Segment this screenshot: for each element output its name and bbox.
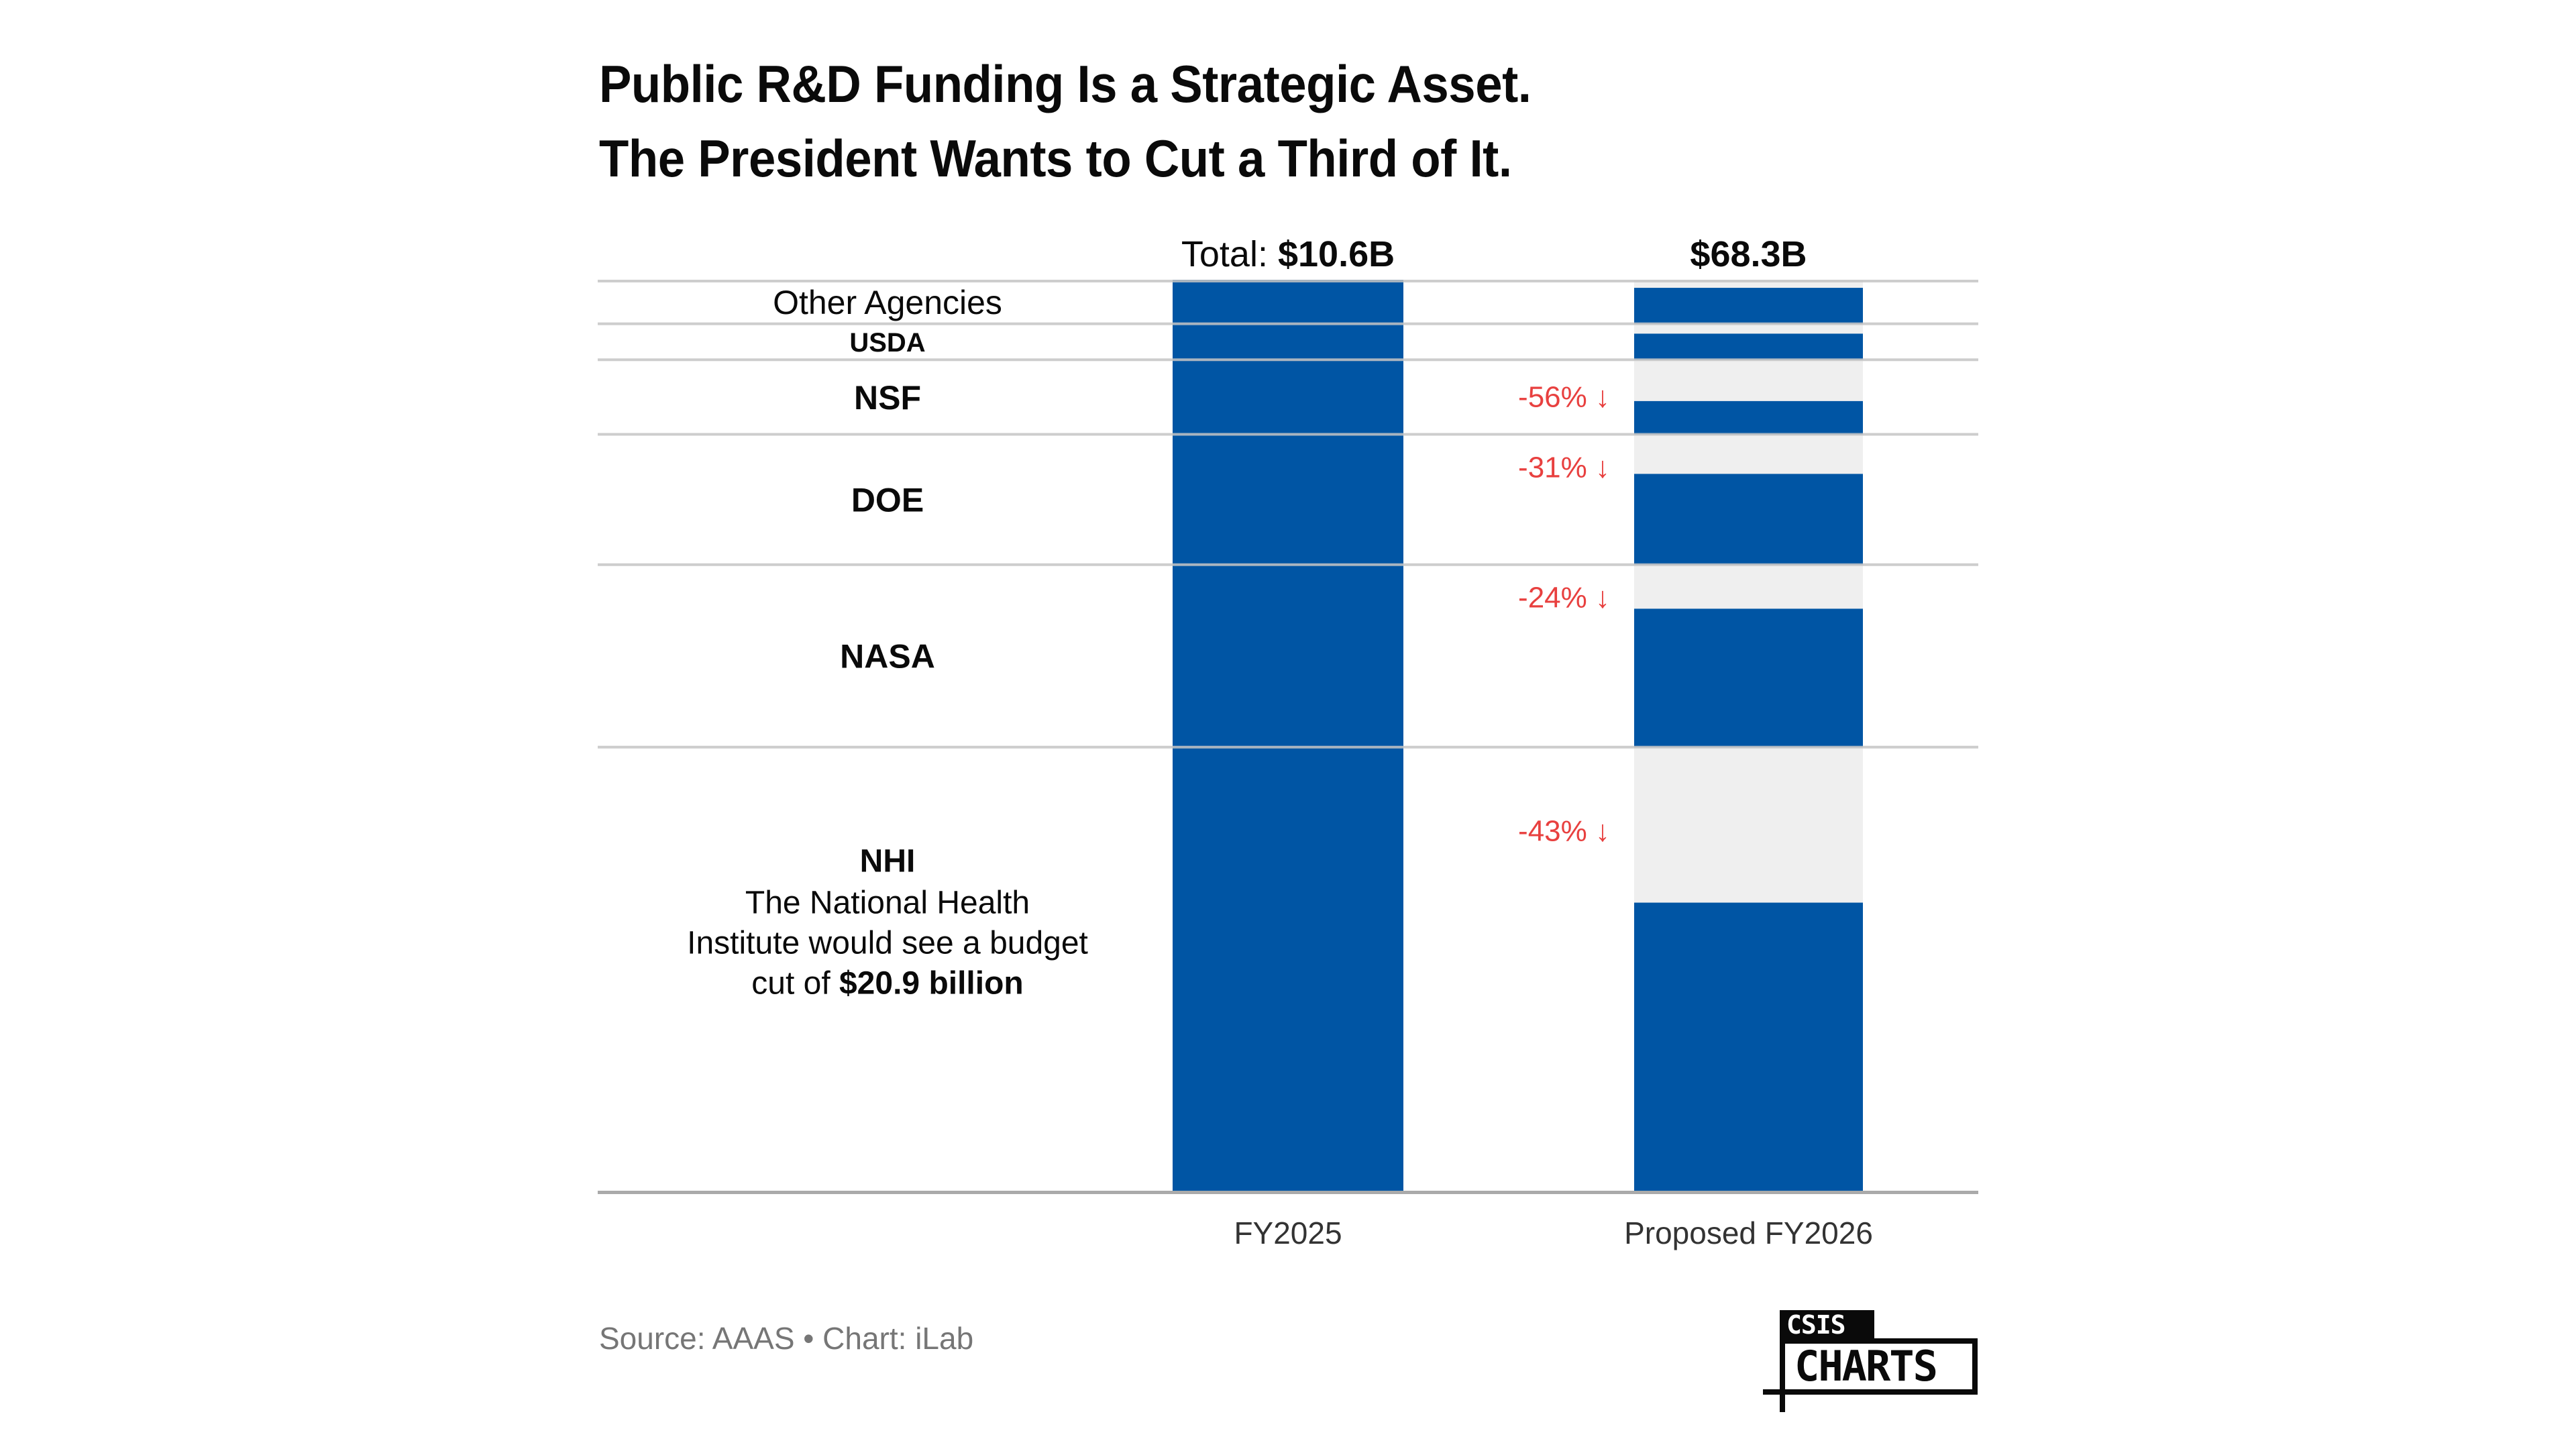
csis-charts-logo: CSIS CHARTS	[1763, 1310, 1979, 1412]
bar-segment-fy2026-nasa	[1634, 608, 1863, 747]
cut-area-fy2026-nasa	[1634, 564, 1863, 609]
column-total-fy2025: Total: $10.6B	[1181, 234, 1395, 274]
logo-crosshair-horizontal	[1763, 1389, 1786, 1395]
x-tick-label-fy2026: Proposed FY2026	[1624, 1216, 1873, 1250]
column-total-fy2026: $68.3B	[1690, 234, 1807, 274]
row-label-other-agencies: Other Agencies	[773, 284, 1002, 321]
row-note-line: Institute would see a budget	[687, 925, 1088, 961]
row-label-nsf: NSF	[854, 379, 921, 417]
row-label-nhi: NHI	[860, 843, 916, 879]
row-note-text: cut of	[751, 965, 839, 1001]
bar-segment-fy2026-doe	[1634, 474, 1863, 565]
row-label-usda: USDA	[849, 328, 925, 358]
gridline	[598, 280, 1978, 282]
column-total-value: $68.3B	[1690, 234, 1807, 274]
cut-area-fy2026-nhi	[1634, 747, 1863, 903]
row-label-doe: DOE	[851, 482, 924, 519]
gridline	[598, 563, 1978, 566]
chart-title-line-1: Public R&D Funding Is a Strategic Asset.	[599, 54, 1532, 113]
column-total-prefix: Total:	[1181, 234, 1278, 274]
cut-area-fy2026-nsf	[1634, 360, 1863, 401]
source-credit: Source: AAAS • Chart: iLab	[599, 1321, 974, 1356]
x-tick-label-fy2025: FY2025	[1234, 1216, 1342, 1250]
bar-segment-fy2025-usda	[1173, 323, 1403, 360]
bar-segment-fy2026-usda	[1634, 333, 1863, 360]
cut-area-fy2026-doe	[1634, 434, 1863, 474]
bar-segment-fy2025-doe	[1173, 434, 1403, 565]
chart-title-line-2: The President Wants to Cut a Third of It…	[599, 129, 1512, 188]
logo-crosshair-vertical	[1780, 1389, 1785, 1412]
row-note-text: The National Health	[745, 885, 1030, 920]
gridline	[598, 745, 1978, 749]
bar-segment-fy2026-other-agencies	[1634, 288, 1863, 324]
change-label-doe: -31% ↓	[1518, 451, 1610, 484]
gridline	[598, 433, 1978, 436]
change-label-nasa: -24% ↓	[1518, 582, 1610, 614]
row-label-nasa: NASA	[840, 638, 935, 676]
bar-segment-fy2026-nhi	[1634, 902, 1863, 1192]
logo-csis-text: CSIS	[1780, 1310, 1874, 1340]
bar-segment-fy2025-other-agencies	[1173, 280, 1403, 324]
x-axis-baseline	[598, 1191, 1978, 1194]
chart-title: Public R&D Funding Is a Strategic Asset.…	[599, 47, 1532, 196]
cut-area-fy2026-usda	[1634, 323, 1863, 334]
gridline	[598, 322, 1978, 325]
row-note-line: cut of $20.9 billion	[751, 965, 1024, 1001]
row-note-line: The National Health	[745, 885, 1030, 920]
row-note-highlight: $20.9 billion	[839, 965, 1024, 1001]
row-note-text: Institute would see a budget	[687, 925, 1088, 961]
change-label-nhi: -43% ↓	[1518, 815, 1610, 848]
gridline	[598, 358, 1978, 362]
logo-charts-text: CHARTS	[1780, 1338, 1978, 1395]
change-label-nsf: -56% ↓	[1518, 380, 1610, 413]
column-total-value: $10.6B	[1278, 234, 1395, 274]
bar-segment-fy2026-nsf	[1634, 400, 1863, 435]
bar-segment-fy2025-nhi	[1173, 747, 1403, 1192]
bar-segment-fy2025-nasa	[1173, 564, 1403, 747]
bar-segment-fy2025-nsf	[1173, 360, 1403, 435]
